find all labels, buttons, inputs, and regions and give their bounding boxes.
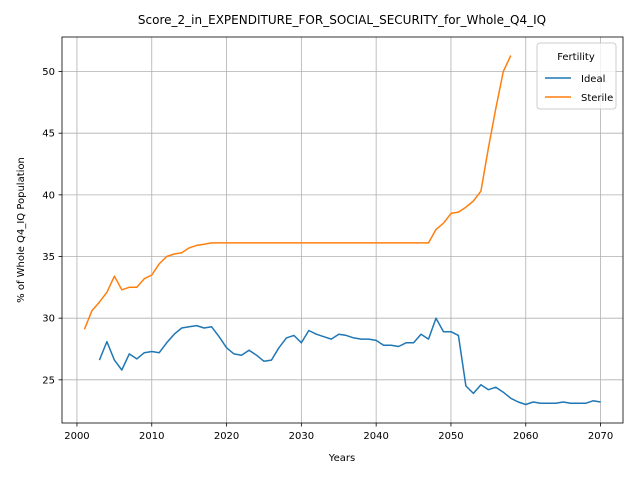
- y-axis-label: % of Whole Q4_IQ Population: [16, 157, 27, 303]
- x-axis: 2000 2010 2020 2030 2040 2050 2060 2070: [64, 423, 613, 442]
- y-tick-label: 40: [42, 190, 55, 201]
- series-lines: [83, 55, 601, 406]
- y-tick-label: 35: [42, 252, 55, 263]
- y-tick-label: 45: [42, 129, 55, 140]
- series-line-sterile: [83, 55, 512, 330]
- x-tick-label: 2040: [363, 431, 388, 442]
- y-axis: 25 30 35 40 45 50: [42, 67, 62, 386]
- plot-area-frame: [61, 36, 624, 424]
- x-tick-label: 2030: [289, 431, 314, 442]
- x-tick-label: 2020: [214, 431, 239, 442]
- legend-box: [536, 42, 617, 110]
- x-tick-label: 2060: [513, 431, 538, 442]
- x-tick-label: 2050: [438, 431, 463, 442]
- x-tick-label: 2010: [139, 431, 164, 442]
- series-line-ideal: [98, 317, 601, 406]
- x-axis-label: Years: [328, 453, 355, 464]
- legend-label-sterile: Sterile: [581, 93, 613, 104]
- legend: Fertility Ideal Sterile: [536, 42, 617, 110]
- chart-title: Score_2_in_EXPENDITURE_FOR_SOCIAL_SECURI…: [138, 13, 546, 27]
- y-tick-label: 30: [42, 314, 55, 325]
- legend-label-ideal: Ideal: [581, 74, 605, 85]
- legend-title: Fertility: [557, 52, 595, 63]
- y-tick-label: 25: [42, 375, 55, 386]
- x-tick-label: 2070: [588, 431, 613, 442]
- y-tick-label: 50: [42, 67, 55, 78]
- x-tick-label: 2000: [64, 431, 89, 442]
